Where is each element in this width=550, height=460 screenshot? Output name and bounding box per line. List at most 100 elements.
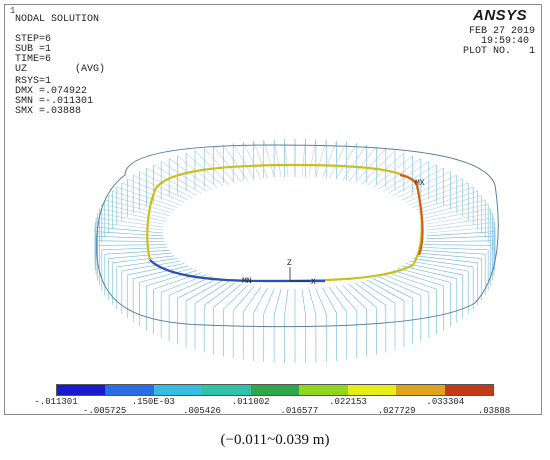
smn-label: SMN =-.011301 bbox=[15, 96, 94, 107]
plot-number: PLOT NO. 1 bbox=[463, 46, 536, 57]
inner-ring bbox=[146, 163, 423, 283]
legend-label-bottom-1: .005426 bbox=[183, 406, 221, 416]
cable-line bbox=[397, 267, 451, 283]
cable-line bbox=[308, 288, 317, 315]
cable-line bbox=[409, 260, 469, 272]
legend-label-bottom-2: .016577 bbox=[280, 406, 319, 416]
cable-line bbox=[328, 141, 348, 180]
outer-ring bbox=[96, 144, 499, 328]
cable-line bbox=[401, 175, 457, 201]
cable-line bbox=[405, 178, 463, 203]
cable-line bbox=[116, 186, 178, 208]
inner-ring-low-segment bbox=[149, 259, 325, 283]
cable-line bbox=[405, 263, 463, 276]
structure-model: MX MN Z X bbox=[94, 139, 499, 363]
figure-caption: (−0.011~0.039 m) bbox=[220, 432, 330, 448]
cable-line bbox=[422, 203, 489, 219]
cable-line bbox=[315, 288, 327, 315]
legend-label-bottom-4: .03888 bbox=[477, 406, 511, 416]
cable-line bbox=[335, 143, 358, 180]
cable-line bbox=[348, 146, 377, 183]
cable-line bbox=[354, 282, 386, 306]
x-axis-label: X bbox=[311, 278, 316, 287]
cable-line bbox=[424, 208, 491, 222]
cable-line bbox=[397, 171, 451, 199]
cable-line bbox=[146, 270, 197, 287]
legend-segment-5 bbox=[299, 385, 348, 395]
cable-line bbox=[422, 247, 489, 251]
cable-line bbox=[322, 140, 337, 179]
component-label: UZ bbox=[15, 64, 28, 75]
legend-label-bottom-3: .027729 bbox=[377, 406, 416, 416]
cable-line bbox=[204, 282, 236, 306]
cable-line bbox=[301, 288, 306, 315]
cable-line bbox=[139, 267, 193, 283]
cable-line bbox=[253, 287, 268, 314]
solution-title: NODAL SOLUTION bbox=[15, 14, 100, 25]
cable-line bbox=[99, 208, 166, 222]
time-label: TIME=6 bbox=[15, 54, 52, 65]
cable-line bbox=[426, 217, 494, 228]
legend-segment-1 bbox=[105, 385, 154, 395]
cable-line bbox=[354, 148, 387, 184]
legend-segment-4 bbox=[250, 385, 300, 395]
cable-line bbox=[284, 288, 289, 315]
cable-line bbox=[96, 217, 164, 228]
cable-line bbox=[168, 158, 213, 190]
cable-line bbox=[213, 283, 242, 308]
cable-line bbox=[177, 278, 218, 299]
cable-line bbox=[360, 281, 396, 304]
cable-line bbox=[388, 272, 437, 290]
cable-line bbox=[203, 148, 236, 184]
cable-line bbox=[426, 235, 494, 240]
cable-line bbox=[194, 281, 230, 304]
cable-line bbox=[366, 279, 405, 302]
step-label: STEP=6 bbox=[15, 34, 52, 45]
cable-line bbox=[94, 226, 164, 234]
legend-segment-3 bbox=[202, 385, 251, 395]
cable-line bbox=[97, 212, 165, 225]
legend-label-top-2: .011002 bbox=[231, 397, 270, 407]
cable-line bbox=[185, 279, 224, 302]
legend-label-bottom-0: -.005725 bbox=[83, 406, 127, 416]
cable-line bbox=[415, 190, 478, 211]
cable-line bbox=[253, 140, 268, 179]
cable-line bbox=[420, 199, 486, 216]
cable-line bbox=[223, 144, 248, 181]
cable-line bbox=[101, 247, 168, 251]
inner-ring-high-segment bbox=[399, 173, 424, 256]
cable-line bbox=[377, 276, 421, 296]
cable-line bbox=[342, 285, 367, 310]
min-marker: MN bbox=[242, 277, 252, 286]
cable-line bbox=[401, 265, 457, 280]
smx-label: SMX =.03888 bbox=[15, 106, 82, 117]
plot-date: FEB 27 2019 bbox=[469, 26, 536, 37]
cable-line bbox=[169, 276, 213, 296]
cable-line bbox=[412, 258, 474, 268]
cable-line bbox=[415, 255, 478, 264]
cable-line bbox=[97, 240, 165, 243]
cable-line bbox=[232, 286, 255, 311]
cable-line bbox=[127, 263, 185, 276]
cable-line bbox=[426, 222, 495, 231]
cable-line bbox=[263, 288, 275, 315]
cable-line bbox=[242, 141, 262, 180]
cable-line bbox=[418, 252, 482, 259]
cable-line bbox=[223, 285, 248, 310]
cable-line bbox=[263, 140, 275, 178]
legend-segment-7 bbox=[396, 385, 445, 395]
cable-line bbox=[392, 167, 444, 196]
z-axis-label: Z bbox=[287, 259, 292, 268]
cable-line bbox=[393, 270, 444, 287]
cable-line bbox=[104, 250, 170, 255]
cable-line bbox=[342, 144, 367, 181]
contour-legend-bar bbox=[56, 384, 494, 396]
cable-line bbox=[425, 240, 493, 243]
cable-line bbox=[96, 235, 164, 240]
cable-line bbox=[335, 286, 358, 311]
cable-line bbox=[161, 161, 207, 192]
cable-line bbox=[273, 288, 282, 315]
cable-line bbox=[213, 146, 242, 183]
cable-line bbox=[108, 195, 172, 214]
cable-line bbox=[153, 272, 202, 290]
